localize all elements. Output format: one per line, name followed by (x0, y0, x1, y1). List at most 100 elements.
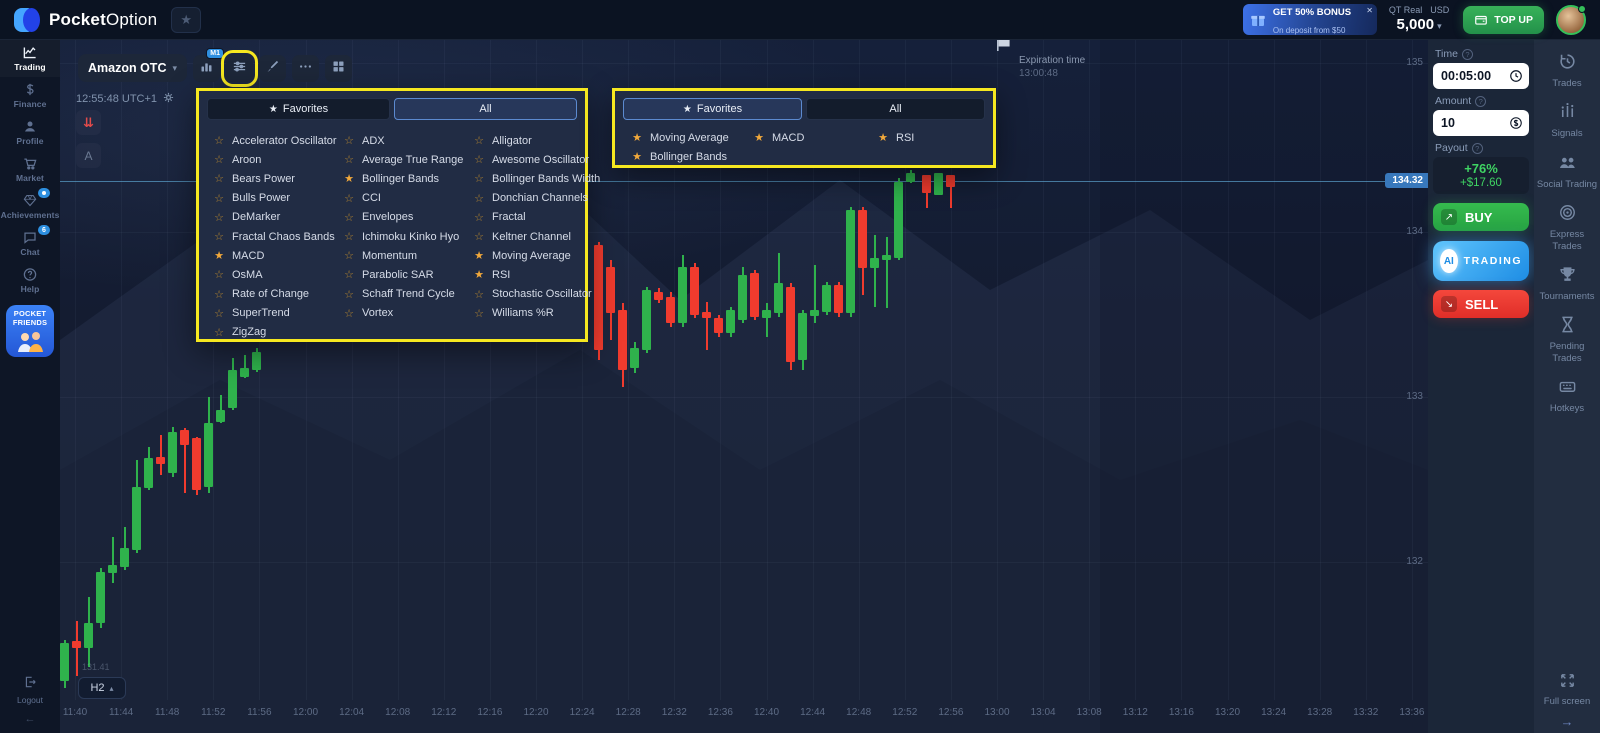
indicator-item[interactable]: ☆ Parabolic SAR (343, 265, 463, 284)
favorite-indicator-item[interactable]: ★ RSI (877, 128, 914, 147)
rail-item-tournaments[interactable]: Tournaments (1534, 265, 1600, 302)
star-icon[interactable]: ☆ (214, 326, 224, 339)
rail-item-trades[interactable]: Trades (1534, 52, 1600, 89)
star-icon[interactable]: ☆ (344, 269, 354, 282)
star-icon[interactable]: ☆ (474, 211, 484, 224)
indicator-item[interactable]: ☆ SuperTrend (213, 304, 337, 323)
sidebar-item-help[interactable]: Help (0, 262, 60, 299)
star-icon[interactable]: ☆ (214, 288, 224, 301)
star-icon[interactable]: ☆ (214, 173, 224, 186)
brand-logo[interactable]: PocketOption (0, 7, 157, 33)
indicator-item[interactable]: ☆ OsMA (213, 265, 337, 284)
rail-item-signals[interactable]: Signals (1534, 102, 1600, 139)
indicator-item[interactable]: ☆ Bollinger Bands Width (473, 169, 600, 188)
star-icon[interactable]: ☆ (344, 231, 354, 244)
trading-paused-indicator[interactable]: ⇊ (76, 110, 101, 135)
chart-type-button[interactable]: M1 (193, 47, 225, 82)
star-icon[interactable]: ☆ (474, 173, 484, 186)
indicator-item[interactable]: ☆ Fractal Chaos Bands (213, 227, 337, 246)
logout-button[interactable]: Logout (0, 675, 60, 705)
star-icon[interactable]: ☆ (214, 211, 224, 224)
auto-scale-button[interactable]: A (76, 143, 101, 168)
favorite-indicator-item[interactable]: ★ MACD (753, 128, 877, 147)
timeframe-selector[interactable]: H2 ▴ (78, 677, 126, 699)
indicator-item[interactable]: ☆ Bears Power (213, 169, 337, 188)
sidebar-item-achievements[interactable]: Achievements (0, 188, 60, 225)
sell-button[interactable]: ↘ SELL (1433, 290, 1529, 318)
star-icon[interactable]: ☆ (214, 154, 224, 167)
indicator-item[interactable]: ☆ Schaff Trend Cycle (343, 285, 463, 304)
indicator-item[interactable]: ☆ ZigZag (213, 323, 337, 342)
indicator-item[interactable]: ☆ Rate of Change (213, 285, 337, 304)
star-icon[interactable]: ☆ (344, 250, 354, 263)
indicator-item[interactable]: ☆ Stochastic Oscillator (473, 285, 600, 304)
indicator-item[interactable]: ☆ Awesome Oscillator (473, 150, 600, 169)
bonus-banner[interactable]: GET 50% BONUS On deposit from $50 ✕ (1242, 4, 1377, 35)
indicator-item[interactable]: ☆ Average True Range (343, 150, 463, 169)
indicator-item[interactable]: ☆ Envelopes (343, 208, 463, 227)
indicator-item[interactable]: ★ Moving Average (473, 246, 600, 265)
star-icon[interactable]: ☆ (344, 192, 354, 205)
help-icon[interactable]: ? (1471, 142, 1483, 154)
indicator-item[interactable]: ☆ Momentum (343, 246, 463, 265)
next-page-arrow-icon[interactable]: → (1560, 714, 1574, 729)
amount-input[interactable]: 10 (1433, 110, 1529, 136)
star-icon[interactable]: ★ (214, 250, 224, 263)
help-icon[interactable]: ? (1475, 95, 1487, 107)
indicator-item[interactable]: ☆ DeMarker (213, 208, 337, 227)
star-icon[interactable]: ☆ (344, 135, 354, 148)
rail-item-social-trading[interactable]: Social Trading (1534, 153, 1600, 190)
indicator-item[interactable]: ☆ Accelerator Oscillator (213, 131, 336, 150)
tab-all[interactable]: All (806, 98, 985, 120)
sidebar-item-chat[interactable]: 6 Chat (0, 225, 60, 262)
asset-selector[interactable]: Amazon OTC ▾ (78, 54, 188, 82)
more-button[interactable] (292, 54, 320, 82)
close-icon[interactable]: ✕ (1366, 6, 1373, 15)
avatar[interactable] (1556, 4, 1586, 35)
indicator-item[interactable]: ☆ Bulls Power (213, 189, 337, 208)
ai-trading-button[interactable]: AI TRADING (1433, 241, 1529, 281)
indicator-item[interactable]: ☆ Aroon (213, 150, 337, 169)
star-icon[interactable]: ☆ (344, 288, 354, 301)
star-icon[interactable]: ☆ (214, 231, 224, 244)
indicator-item[interactable]: ☆ Vortex (343, 304, 463, 323)
star-icon[interactable]: ★ (632, 132, 642, 145)
star-icon[interactable]: ☆ (474, 192, 484, 205)
star-icon[interactable]: ★ (344, 173, 354, 186)
chart-surface[interactable]: 134.32 11:40 11:44 11:48 11:52 11:56 12:00 12:… (60, 40, 1428, 733)
star-icon[interactable]: ☆ (344, 307, 354, 320)
tab-favorites[interactable]: ★ Favorites (207, 98, 390, 120)
star-icon[interactable]: ★ (474, 269, 484, 282)
fullscreen-button[interactable]: Full screen (1534, 672, 1600, 707)
sidebar-item-finance[interactable]: Finance (0, 77, 60, 114)
indicator-item[interactable]: ☆ CCI (343, 189, 463, 208)
star-icon[interactable]: ★ (754, 132, 764, 145)
star-icon[interactable]: ☆ (214, 307, 224, 320)
favorite-asset-button[interactable]: ★ (171, 6, 202, 33)
tab-all[interactable]: All (394, 98, 577, 120)
indicator-item[interactable]: ☆ Keltner Channel (473, 227, 600, 246)
rail-item-pending-trades[interactable]: Pending Trades (1534, 315, 1600, 364)
balance-selector[interactable]: QT Real USD 5,000 ▾ (1389, 5, 1449, 33)
topup-button[interactable]: TOP UP (1463, 5, 1544, 34)
star-icon[interactable]: ☆ (474, 154, 484, 167)
rail-item-hotkeys[interactable]: Hotkeys (1534, 377, 1600, 414)
star-icon[interactable]: ★ (632, 151, 642, 164)
star-icon[interactable]: ☆ (214, 192, 224, 205)
star-icon[interactable]: ☆ (344, 154, 354, 167)
star-icon[interactable]: ★ (474, 250, 484, 263)
favorite-indicator-item[interactable]: ★ Moving Average (631, 128, 753, 147)
star-icon[interactable]: ☆ (214, 269, 224, 282)
star-icon[interactable]: ☆ (474, 135, 484, 148)
collapse-sidebar-arrow-icon[interactable]: ← (24, 713, 36, 725)
help-icon[interactable]: ? (1461, 48, 1473, 60)
gear-icon[interactable] (163, 92, 174, 106)
sidebar-item-trading[interactable]: Trading (0, 40, 60, 77)
indicator-item[interactable]: ☆ Williams %R (473, 304, 600, 323)
indicator-item[interactable]: ☆ ADX (343, 131, 463, 150)
tab-favorites[interactable]: ★ Favorites (623, 98, 802, 120)
buy-button[interactable]: ↗ BUY (1433, 203, 1529, 231)
time-input[interactable]: 00:05:00 (1433, 63, 1529, 89)
indicator-item[interactable]: ☆ Donchian Channels (473, 189, 600, 208)
star-icon[interactable]: ☆ (344, 211, 354, 224)
